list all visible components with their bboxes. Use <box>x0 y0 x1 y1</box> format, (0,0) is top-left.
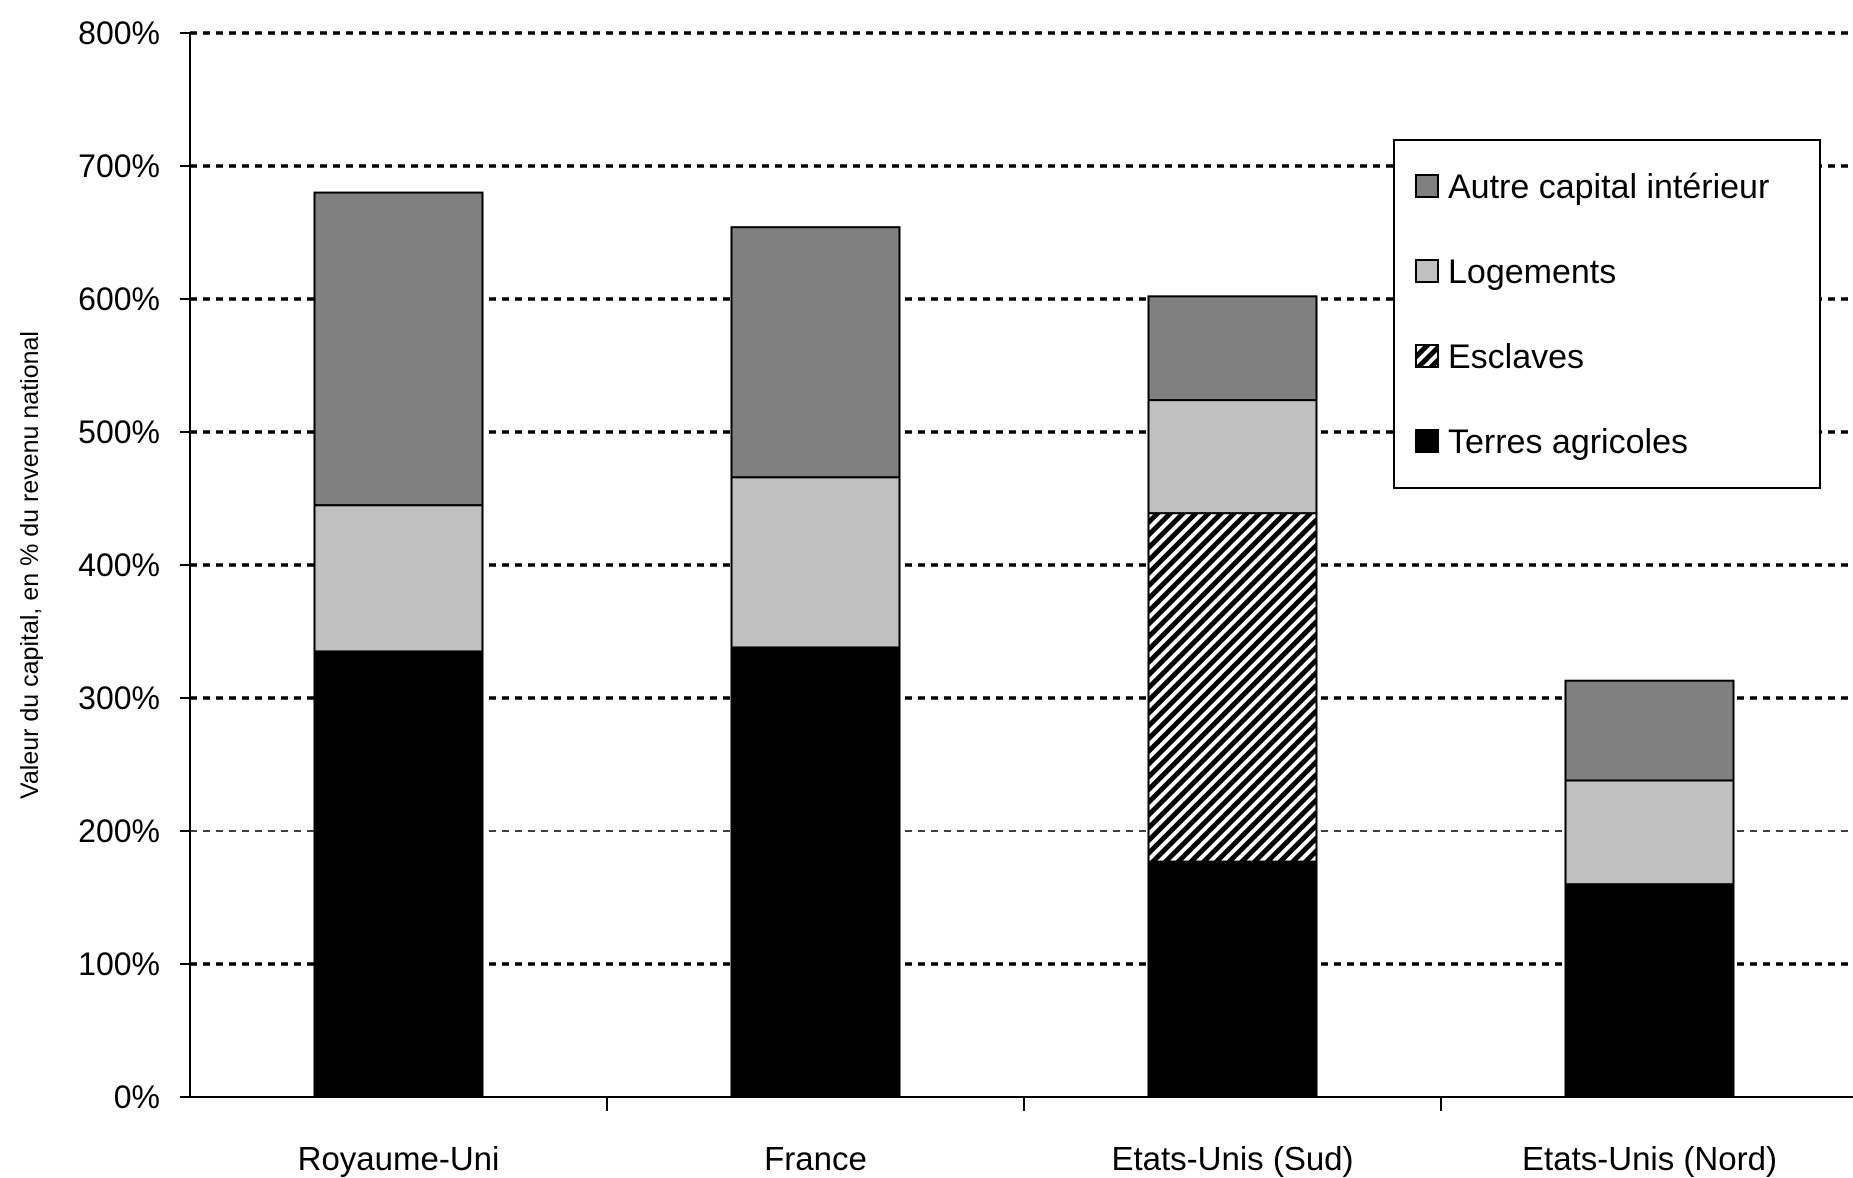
y-axis-title: Valeur du capital, en % du revenu nation… <box>16 331 44 799</box>
legend: Autre capital intérieur Logements Esclaves… <box>1393 139 1821 489</box>
bar-segment-terres-agricoles <box>1564 883 1735 1099</box>
legend-swatch <box>1415 429 1439 453</box>
legend-swatch <box>1415 344 1439 368</box>
legend-box <box>1393 139 1821 489</box>
x-category-label: Royaume-Uni <box>298 1140 500 1177</box>
x-category-label: Etats-Unis (Nord) <box>1522 1140 1777 1177</box>
legend-label: Terres agricoles <box>1448 423 1688 461</box>
bar-segment-autre-capital-int-rieur <box>313 191 484 507</box>
y-tick-label: 100% <box>78 946 160 982</box>
bar-segment-logements <box>1147 399 1318 515</box>
y-tick-label: 700% <box>78 148 160 184</box>
y-tick-label: 400% <box>78 547 160 583</box>
legend-label: Esclaves <box>1448 338 1584 376</box>
bar-segment-autre-capital-int-rieur <box>1564 679 1735 782</box>
bar-segment-terres-agricoles <box>313 650 484 1098</box>
y-tick-label: 0% <box>114 1079 160 1115</box>
bar-segment-logements <box>730 476 901 649</box>
legend-label: Autre capital intérieur <box>1448 168 1769 206</box>
y-tick-label: 300% <box>78 680 160 716</box>
y-tick-label: 200% <box>78 813 160 849</box>
bar-segment-terres-agricoles <box>1147 860 1318 1099</box>
y-tick-label: 800% <box>78 15 160 51</box>
axes: 0% 100% 200% 300% 400% 500% 600% 700% 800% Royaum… <box>78 15 1853 1177</box>
bar-segment-autre-capital-int-rieur <box>730 226 901 479</box>
bar-segment-logements <box>1564 779 1735 886</box>
x-category-label: Etats-Unis (Sud) <box>1111 1140 1353 1177</box>
legend-label: Logements <box>1448 253 1616 291</box>
bar-segment-autre-capital-int-rieur <box>1147 295 1318 402</box>
x-category-label: France <box>764 1140 867 1177</box>
y-tick-label: 600% <box>78 281 160 317</box>
bars <box>313 191 1735 1099</box>
y-tick-label: 500% <box>78 414 160 450</box>
bar-segment-esclaves <box>1147 512 1318 863</box>
legend-swatch <box>1415 259 1439 283</box>
legend-swatch <box>1415 174 1439 198</box>
bar-segment-terres-agricoles <box>730 646 901 1099</box>
bar-segment-logements <box>313 504 484 653</box>
